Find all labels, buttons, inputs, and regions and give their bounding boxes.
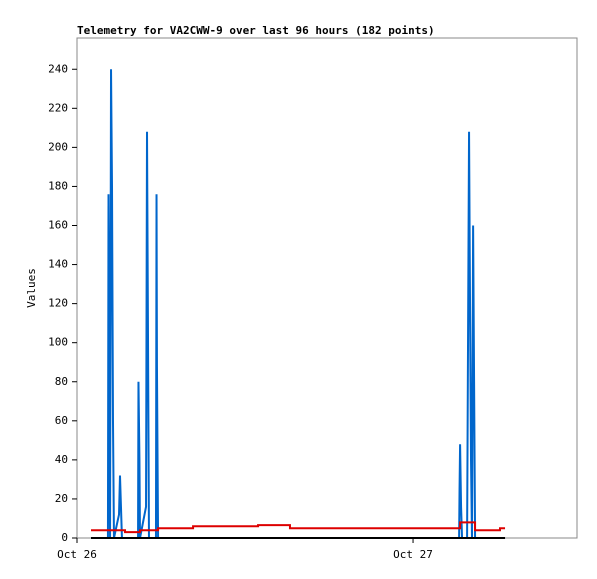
y-tick-label: 240 <box>48 62 68 75</box>
y-tick-label: 0 <box>61 531 68 544</box>
y-tick-label: 200 <box>48 140 68 153</box>
y-tick-label: 160 <box>48 219 68 232</box>
series-line <box>91 69 506 539</box>
x-tick-label: Oct 26 <box>57 548 97 561</box>
y-tick-label: 220 <box>48 101 68 114</box>
y-axis-label: Values <box>25 268 38 308</box>
y-tick-label: 40 <box>55 453 68 466</box>
y-tick-label: 20 <box>55 492 68 505</box>
y-tick-label: 120 <box>48 297 68 310</box>
series-line <box>91 521 506 534</box>
y-tick-label: 80 <box>55 375 68 388</box>
y-tick-label: 140 <box>48 258 68 271</box>
y-tick-label: 100 <box>48 336 68 349</box>
chart-title: Telemetry for VA2CWW-9 over last 96 hour… <box>77 24 435 37</box>
x-tick-label: Oct 27 <box>393 548 433 561</box>
y-tick-label: 60 <box>55 414 68 427</box>
y-tick-label: 180 <box>48 179 68 192</box>
